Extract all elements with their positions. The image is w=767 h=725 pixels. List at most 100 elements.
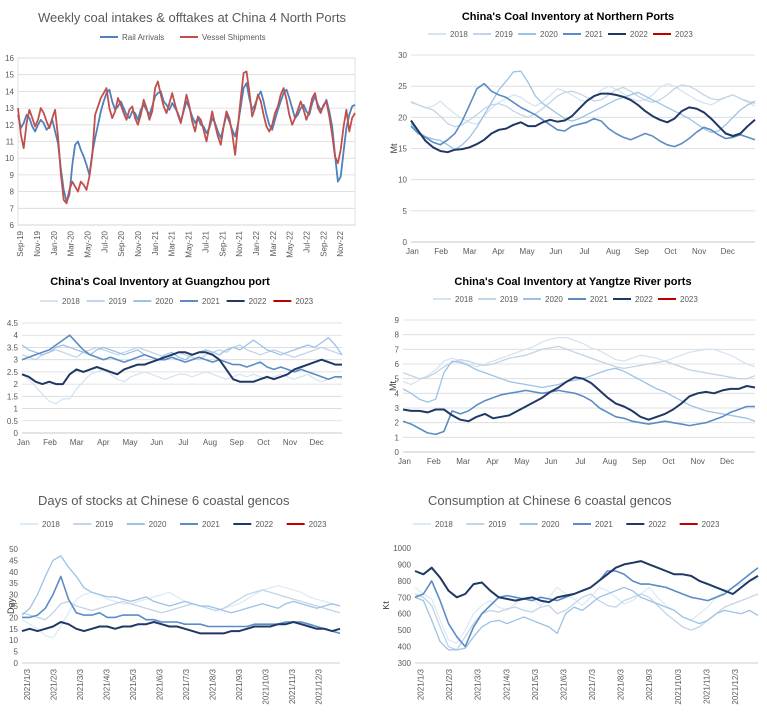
x-tick-label: Nov-21	[235, 230, 244, 256]
x-tick-label: Nov	[283, 438, 297, 447]
x-tick-label: 2021/9/3	[235, 668, 244, 700]
x-tick-label: Aug	[603, 457, 617, 466]
legend-entry: 2019	[495, 30, 513, 39]
series-line-2021	[21, 334, 342, 380]
x-tick-label: 2021/7/3	[588, 668, 597, 700]
x-tick-label: Mar	[70, 438, 84, 447]
chart-yangtze-inventory: China's Coal Inventory at Yangtze River …	[383, 265, 767, 475]
x-tick-label: Sep-21	[218, 230, 227, 256]
y-tick-label: 700	[398, 593, 412, 602]
x-tick-label: Jun	[545, 457, 558, 466]
chart-svg-1: China's Coal Inventory at Northern Ports…	[389, 11, 756, 256]
legend-entry: 2019	[95, 520, 113, 529]
y-tick-label: 2	[14, 380, 19, 389]
x-tick-label: Sep-22	[319, 230, 328, 256]
series-line-2021	[22, 575, 341, 635]
y-tick-label: 0	[14, 429, 19, 438]
x-tick-label: Jul	[575, 457, 585, 466]
x-tick-label: 2021/12/3	[314, 668, 323, 704]
legend-entry: 2020	[540, 30, 558, 39]
legend-entry: 2018	[42, 520, 60, 529]
series-line-2020	[21, 337, 343, 361]
chart-svg-2: China's Coal Inventory at Guangzhou port…	[7, 276, 343, 447]
x-tick-label: 2021/3/3	[474, 668, 483, 700]
chart-svg-5: Consumption at Chinese 6 coastal gencos 3…	[383, 493, 759, 705]
chart-title: Consumption at Chinese 6 coastal gencos	[428, 493, 672, 508]
y-tick-label: 4	[14, 331, 19, 340]
y-tick-label: 15	[398, 145, 407, 154]
y-tick-label: 10	[9, 636, 18, 645]
plot-frame	[17, 57, 356, 226]
x-tick-label: 2021/6/3	[155, 668, 164, 700]
legend-entry: 2018	[455, 295, 473, 304]
y-tick-label: 5	[14, 648, 19, 657]
legend-entry: 2018	[450, 30, 468, 39]
y-tick-label: 25	[398, 82, 407, 91]
legend-entry: 2023	[675, 30, 693, 39]
x-tick-label: Apr	[486, 457, 499, 466]
y-tick-label: 10	[5, 154, 14, 163]
legend-entry: 2023	[309, 520, 327, 529]
legend-entry: 2021	[202, 297, 220, 306]
legend-entry: 2018	[435, 520, 453, 529]
series-line-2019	[414, 593, 759, 651]
legend-entry: 2019	[109, 297, 127, 306]
x-tick-label: Jan	[17, 438, 30, 447]
series-line-2021	[410, 82, 756, 148]
legend-entry: 2018	[62, 297, 80, 306]
x-tick-label: Feb	[43, 438, 57, 447]
legend-entry: 2019	[500, 295, 518, 304]
legend-entry: 2022	[648, 520, 666, 529]
x-tick-label: Nov-22	[336, 230, 345, 256]
x-tick-label: Aug	[606, 247, 620, 256]
y-tick-label: 15	[9, 625, 18, 634]
series-line-2020	[410, 70, 756, 151]
x-tick-label: 2021/4/3	[102, 668, 111, 700]
y-axis-label: Mt	[388, 381, 398, 391]
x-tick-label: 2021/2/3	[445, 668, 454, 700]
series-line-2019	[21, 344, 343, 361]
x-tick-label: Aug	[203, 438, 217, 447]
legend-entry: 2022	[630, 30, 648, 39]
y-tick-label: 1000	[393, 544, 411, 553]
x-tick-label: Sep	[230, 438, 245, 447]
x-tick-label: Jul-20	[100, 230, 109, 252]
y-tick-label: 2	[395, 419, 400, 428]
x-tick-label: Dec	[721, 247, 735, 256]
series-line-2019	[410, 84, 756, 128]
chart-svg-4: Days of stocks at Chinese 6 coastal genc…	[6, 493, 341, 705]
y-tick-label: 800	[398, 577, 412, 586]
x-tick-label: 2021/10/3	[261, 668, 270, 704]
y-tick-label: 30	[398, 51, 407, 60]
y-tick-label: 7	[10, 204, 15, 213]
legend-entry: Vessel Shipments	[202, 33, 266, 42]
x-tick-label: May	[122, 438, 137, 447]
x-tick-label: 2021/2/3	[49, 668, 58, 700]
x-tick-label: 2021/4/3	[502, 668, 511, 700]
x-tick-label: May	[514, 457, 529, 466]
chart-title: Days of stocks at Chinese 6 coastal genc…	[38, 493, 290, 508]
y-tick-label: 3	[14, 356, 19, 365]
y-tick-label: 5	[395, 375, 400, 384]
y-tick-label: 40	[9, 568, 18, 577]
y-tick-label: 13	[5, 104, 14, 113]
y-tick-label: 9	[10, 171, 15, 180]
y-tick-label: 3.5	[7, 343, 19, 352]
y-tick-label: 900	[398, 560, 412, 569]
series-line-2022	[21, 621, 341, 635]
series-line-rail-arrivals	[17, 82, 356, 203]
chart-consumption: Consumption at Chinese 6 coastal gencos 3…	[383, 475, 767, 725]
series-line-2018	[21, 584, 341, 639]
x-tick-label: May-22	[286, 230, 295, 257]
x-tick-label: Mar-22	[269, 230, 278, 256]
y-tick-label: 8	[395, 331, 400, 340]
y-axis-label: Mt	[389, 143, 399, 153]
x-tick-label: 2021/8/3	[208, 668, 217, 700]
series-line-2018	[410, 83, 756, 125]
x-tick-label: May-21	[185, 230, 194, 257]
x-tick-label: 2021/9/3	[645, 668, 654, 700]
y-tick-label: 0	[14, 659, 19, 668]
legend-entry: 2022	[635, 295, 653, 304]
chart-svg-3: China's Coal Inventory at Yangtze River …	[388, 276, 756, 466]
x-tick-label: Jan-20	[50, 230, 59, 255]
